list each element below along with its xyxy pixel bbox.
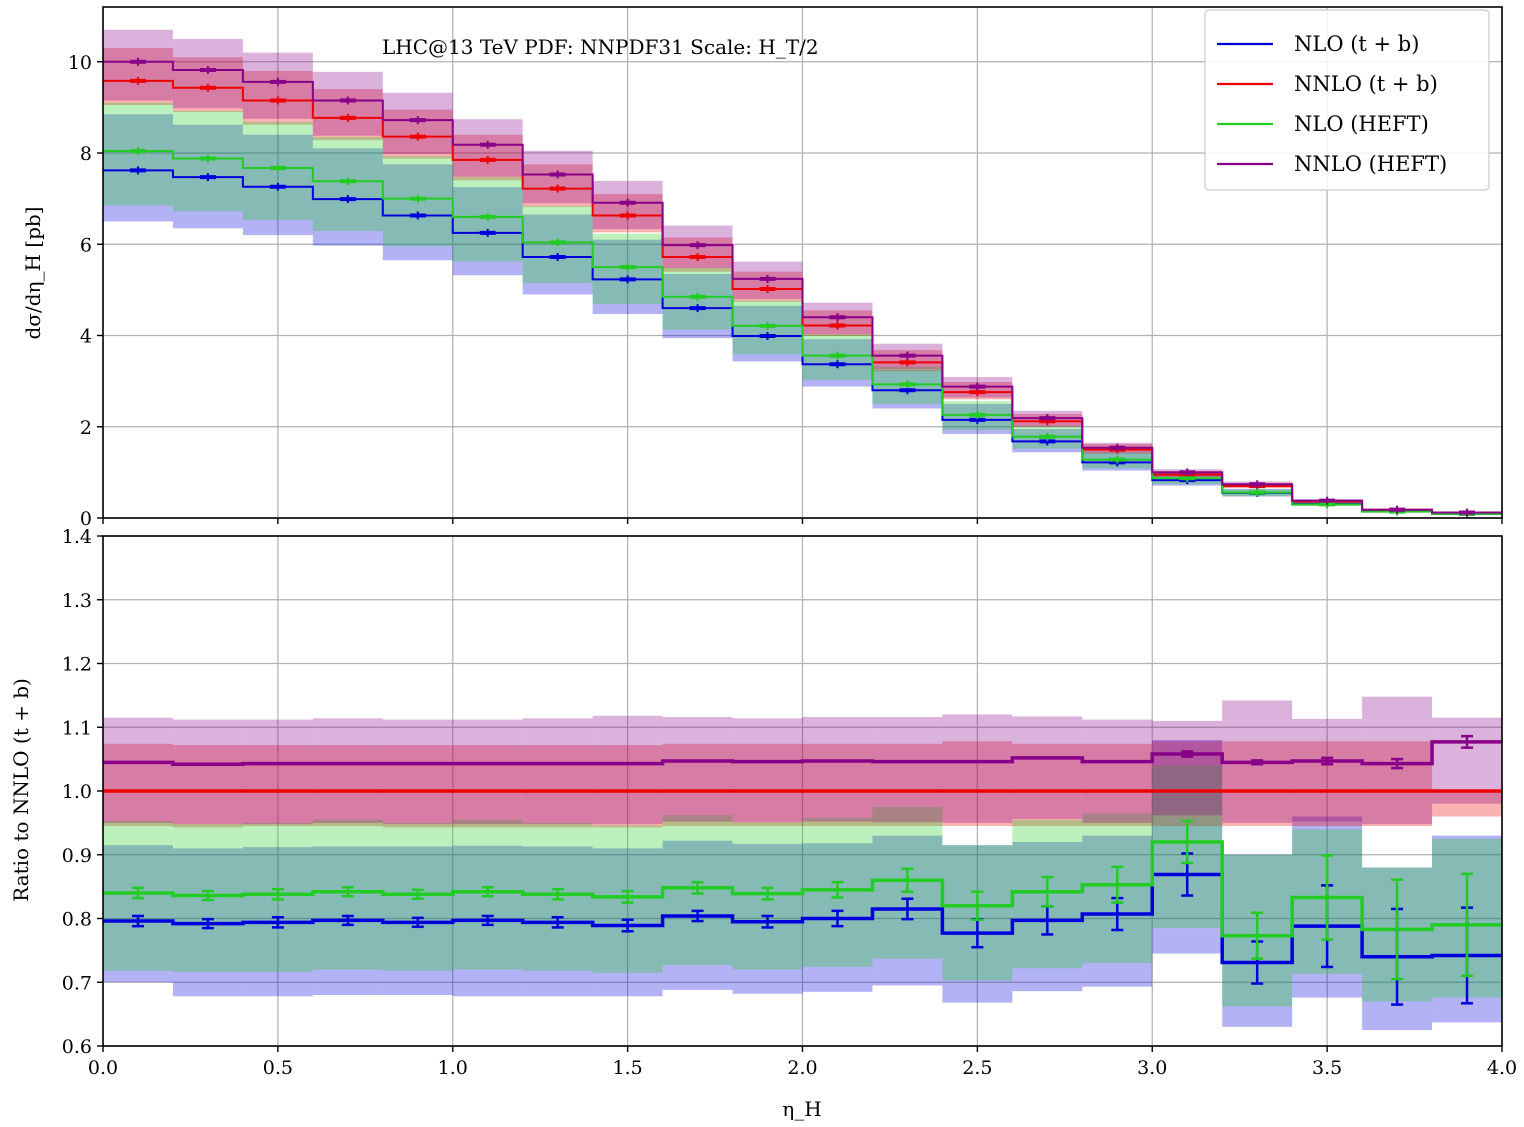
ratio-y-tick-label: 0.7 bbox=[62, 972, 92, 994]
ratio-band bbox=[942, 714, 1013, 823]
ratio-band bbox=[312, 718, 383, 823]
top-y-tick-label: 8 bbox=[80, 143, 92, 165]
legend-label: NLO (HEFT) bbox=[1294, 112, 1429, 136]
ratio-band bbox=[452, 745, 523, 828]
ratio-band bbox=[103, 845, 173, 983]
ratio-band bbox=[802, 743, 873, 827]
legend-label: NNLO (t + b) bbox=[1294, 72, 1438, 96]
ratio-band bbox=[802, 717, 873, 822]
cross-section-panel: 0 2 4 6 8 10 bbox=[68, 6, 1503, 530]
ratio-band bbox=[872, 717, 943, 823]
top-y-axis-label: dσ/dη_H [pb] bbox=[21, 207, 45, 340]
ratio-band bbox=[1292, 718, 1363, 822]
x-tick-label: 3.0 bbox=[1137, 1057, 1167, 1079]
x-axis-label: η_H bbox=[782, 1097, 821, 1121]
ratio-band bbox=[872, 743, 943, 827]
ratio-band bbox=[662, 743, 733, 827]
ratio-band bbox=[1082, 719, 1153, 823]
ratio-y-tick-label: 1.3 bbox=[62, 590, 92, 612]
ratio-band bbox=[1082, 743, 1153, 827]
top-y-tick-label: 2 bbox=[80, 417, 92, 439]
ratio-band bbox=[382, 745, 453, 828]
ratio-band bbox=[312, 745, 383, 827]
ratio-band bbox=[942, 741, 1013, 827]
ratio-band bbox=[592, 745, 663, 828]
ratio-band bbox=[172, 745, 243, 828]
ratio-band bbox=[732, 718, 803, 823]
ratio-band bbox=[1222, 741, 1293, 827]
top-band bbox=[103, 48, 173, 106]
x-tick-label: 0.0 bbox=[88, 1057, 118, 1079]
ratio-band bbox=[1012, 716, 1083, 820]
ratio-y-tick-label: 0.6 bbox=[62, 1036, 92, 1058]
ratio-band bbox=[1432, 791, 1502, 817]
ratio-band bbox=[1362, 741, 1433, 827]
x-tick-label: 3.5 bbox=[1312, 1057, 1342, 1079]
ratio-band bbox=[522, 718, 593, 825]
x-tick-label: 0.5 bbox=[263, 1057, 293, 1079]
ratio-band bbox=[103, 743, 173, 827]
top-y-tick-label: 4 bbox=[80, 326, 92, 348]
ratio-band bbox=[1152, 720, 1223, 816]
x-tick-label: 2.0 bbox=[787, 1057, 817, 1079]
ratio-band bbox=[1292, 741, 1363, 827]
ratio-y-tick-label: 1.2 bbox=[62, 654, 92, 676]
ratio-y-tick-label: 1.4 bbox=[62, 526, 92, 548]
ratio-band bbox=[522, 745, 593, 828]
chart-annotation: LHC@13 TeV PDF: NNPDF31 Scale: H_T/2 bbox=[382, 35, 819, 59]
top-y-tick-label: 0 bbox=[80, 508, 92, 530]
ratio-band bbox=[382, 719, 453, 825]
ratio-y-tick-label: 0.8 bbox=[62, 909, 92, 931]
ratio-y-tick-label: 0.9 bbox=[62, 845, 92, 867]
legend-frame bbox=[1204, 9, 1490, 191]
x-tick-label: 2.5 bbox=[962, 1057, 992, 1079]
ratio-series-line bbox=[103, 740, 1502, 766]
top-y-tick-label: 6 bbox=[80, 234, 92, 256]
ratio-band bbox=[732, 743, 803, 827]
x-tick-label: 4.0 bbox=[1487, 1057, 1517, 1079]
legend: NLO (t + b) NNLO (t + b) NLO (HEFT) NNLO (H… bbox=[1204, 9, 1490, 191]
ratio-y-tick-label: 1.1 bbox=[62, 717, 92, 739]
bottom-y-axis-label: Ratio to NNLO (t + b) bbox=[9, 678, 33, 902]
ratio-band bbox=[103, 717, 173, 823]
top-y-tick-label: 10 bbox=[68, 52, 92, 74]
x-tick-label: 1.0 bbox=[438, 1057, 468, 1079]
ratio-band bbox=[242, 745, 313, 827]
ratio-band bbox=[452, 719, 523, 825]
ratio-band bbox=[242, 719, 313, 825]
ratio-band bbox=[592, 715, 663, 825]
ratio-y-tick-label: 1.0 bbox=[62, 781, 92, 803]
legend-label: NNLO (HEFT) bbox=[1294, 152, 1447, 176]
legend-label: NLO (t + b) bbox=[1294, 32, 1419, 56]
x-tick-label: 1.5 bbox=[613, 1057, 643, 1079]
ratio-panel: 0.0 0.5 1.0 1.5 2.0 2.5 3.0 3.5 4.0 0.6 0.7 0.8 0.9 1… bbox=[62, 526, 1517, 1079]
ratio-band bbox=[662, 717, 733, 822]
ratio-band bbox=[172, 719, 243, 825]
